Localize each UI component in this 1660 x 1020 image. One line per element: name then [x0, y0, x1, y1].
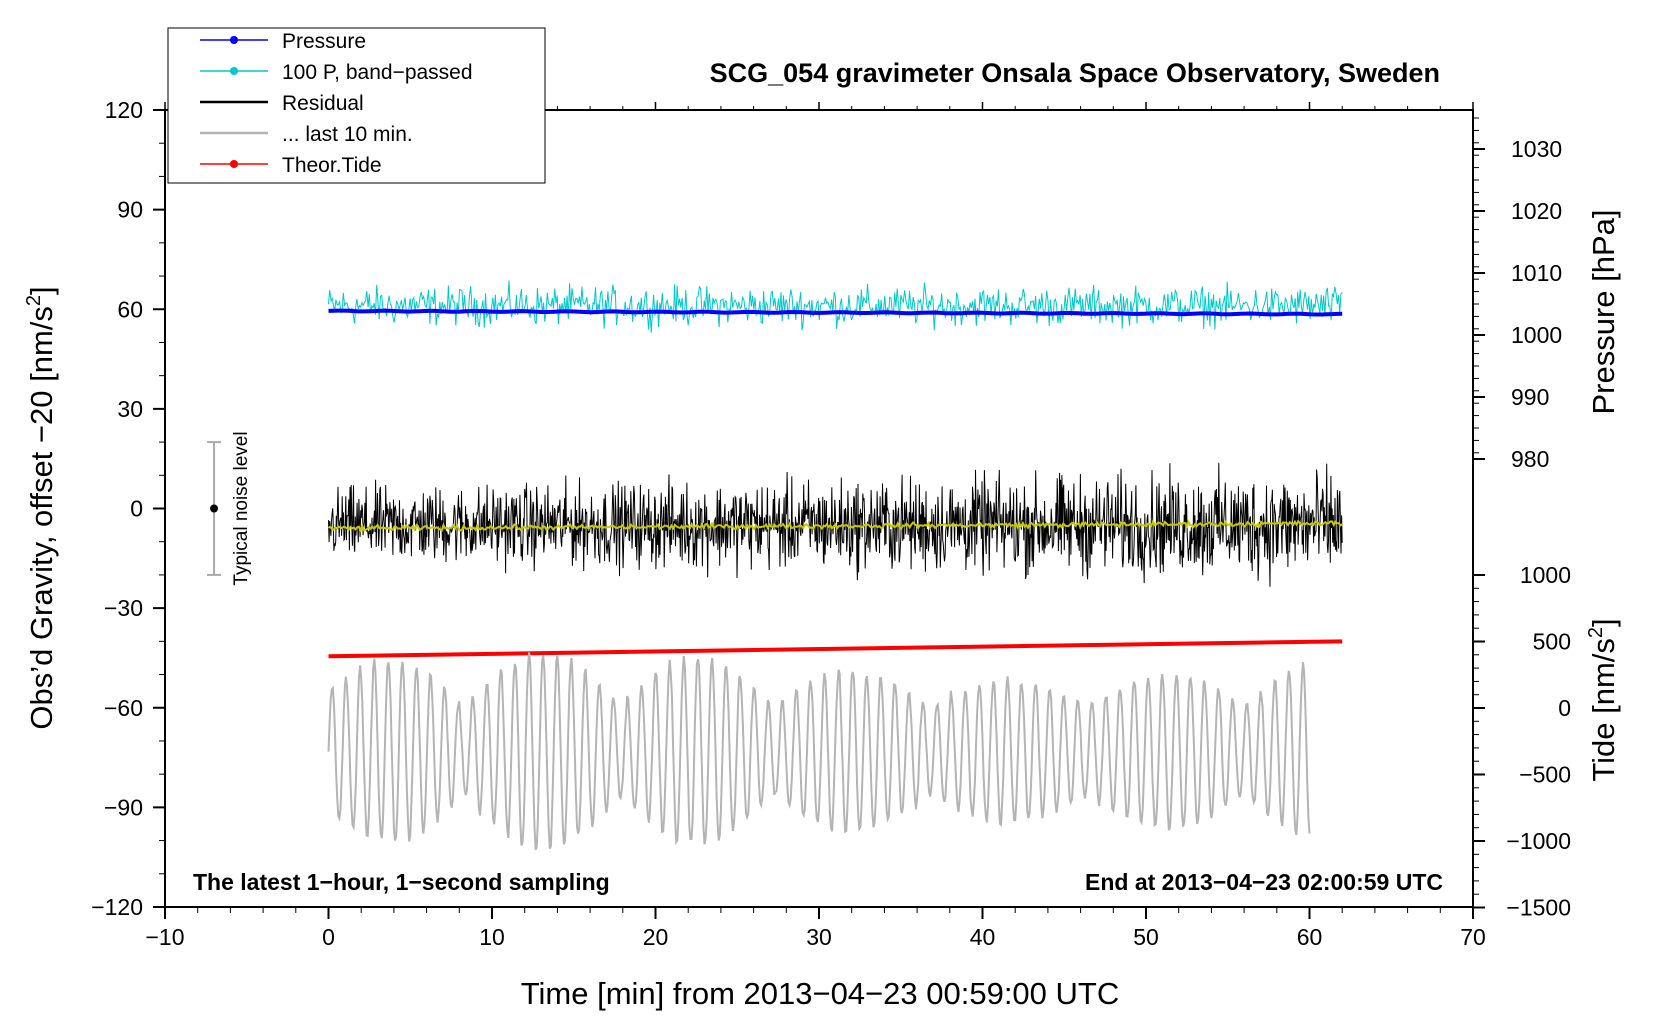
tide-tick-label: −500: [1519, 762, 1571, 788]
y-tick-label: −60: [104, 695, 143, 721]
legend: Pressure 100 P, band−passed Residual ... la…: [167, 27, 546, 184]
y-axis-left: 120 90 60 30 0 −30 −60 −90 −120: [91, 97, 165, 920]
x-tick-label: 60: [1297, 924, 1323, 950]
residual-smoothed-line: [327, 519, 1343, 533]
bandpassed-pressure-line: [328, 280, 1343, 333]
y-tick-label: −120: [91, 894, 143, 920]
legend-box: [167, 27, 546, 184]
x-tick-label: 70: [1460, 924, 1486, 950]
x-tick-label: 40: [970, 924, 996, 950]
sampling-note: The latest 1−hour, 1−second sampling: [193, 869, 610, 895]
y-tick-label: 120: [105, 97, 143, 123]
pressure-tick-label: 1020: [1511, 198, 1562, 224]
y-axis-left-title: Obs’d Gravity, offset −20 [nm/s2]: [23, 286, 59, 729]
pressure-tick-label: 1030: [1511, 136, 1562, 162]
legend-label: Pressure: [282, 30, 366, 53]
series-layer: [327, 280, 1343, 851]
tide-tick-label: 1000: [1520, 562, 1571, 588]
noise-level-label: Typical noise level: [231, 431, 252, 585]
y-axis-pressure-title: Pressure [hPa]: [1586, 209, 1621, 414]
theoretical-tide-line: [328, 639, 1343, 659]
chart-title: SCG_054 gravimeter Onsala Space Observat…: [710, 58, 1440, 88]
y-tick-label: 0: [130, 496, 143, 522]
tide-tick-label: −1500: [1506, 895, 1571, 921]
y-axis-tide: 1000 500 0 −500 −1000 −1500: [1473, 562, 1571, 921]
y-tick-label: 30: [117, 396, 143, 422]
legend-marker: [230, 160, 238, 168]
noise-level-indicator: Typical noise level: [207, 431, 252, 586]
tide-tick-label: −1000: [1506, 828, 1571, 854]
pressure-tick-label: 1000: [1511, 322, 1562, 348]
pressure-tick-label: 990: [1511, 384, 1549, 410]
noise-center-dot: [210, 504, 219, 513]
x-tick-label: 0: [322, 924, 335, 950]
pressure-line: [328, 308, 1343, 317]
tide-tick-label: 0: [1558, 695, 1571, 721]
legend-label: Residual: [282, 92, 364, 115]
x-axis-title: Time [min] from 2013−04−23 00:59:00 UTC: [521, 976, 1120, 1011]
x-tick-label: 30: [806, 924, 832, 950]
x-axis: −10 0 10 20 30 40 50 60 70: [145, 102, 1486, 950]
y-tick-label: −30: [104, 595, 143, 621]
y-tick-label: −90: [104, 794, 143, 820]
legend-marker: [230, 67, 238, 75]
legend-label: Theor.Tide: [282, 154, 382, 177]
y-tick-label: 90: [117, 197, 143, 223]
tide-tick-label: 500: [1533, 629, 1571, 655]
last-10-min-line: [327, 652, 1311, 851]
x-tick-label: 50: [1133, 924, 1159, 950]
legend-label: ... last 10 min.: [282, 123, 413, 146]
legend-marker: [230, 36, 238, 44]
x-tick-label: 20: [643, 924, 669, 950]
end-time-note: End at 2013−04−23 02:00:59 UTC: [1085, 869, 1443, 895]
legend-label: 100 P, band−passed: [282, 61, 473, 84]
y-axis-pressure: 1030 1020 1010 1000 990 980: [1473, 117, 1562, 472]
x-tick-label: 10: [479, 924, 505, 950]
y-axis-tide-title: Tide [nm/s2]: [1585, 618, 1621, 781]
pressure-tick-label: 1010: [1511, 260, 1562, 286]
pressure-tick-label: 980: [1511, 446, 1549, 472]
x-tick-label: −10: [145, 924, 184, 950]
y-tick-label: 60: [117, 296, 143, 322]
residual-line: [328, 462, 1343, 587]
